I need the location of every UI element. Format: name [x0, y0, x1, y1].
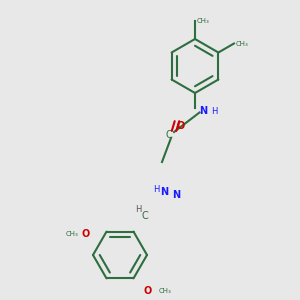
Text: H: H	[153, 184, 159, 194]
Text: CH₃: CH₃	[196, 18, 209, 24]
Text: CH₃: CH₃	[159, 288, 172, 294]
Text: C: C	[165, 130, 172, 140]
Text: H: H	[212, 106, 218, 116]
Text: O: O	[177, 121, 185, 131]
Text: CH₃: CH₃	[236, 40, 248, 46]
Text: N: N	[160, 187, 169, 197]
Text: O: O	[144, 286, 152, 296]
Text: O: O	[81, 229, 89, 239]
Text: N: N	[200, 106, 208, 116]
Text: CH₃: CH₃	[66, 231, 79, 237]
Text: C: C	[141, 211, 148, 221]
Text: N: N	[172, 190, 181, 200]
Text: H: H	[135, 206, 141, 214]
